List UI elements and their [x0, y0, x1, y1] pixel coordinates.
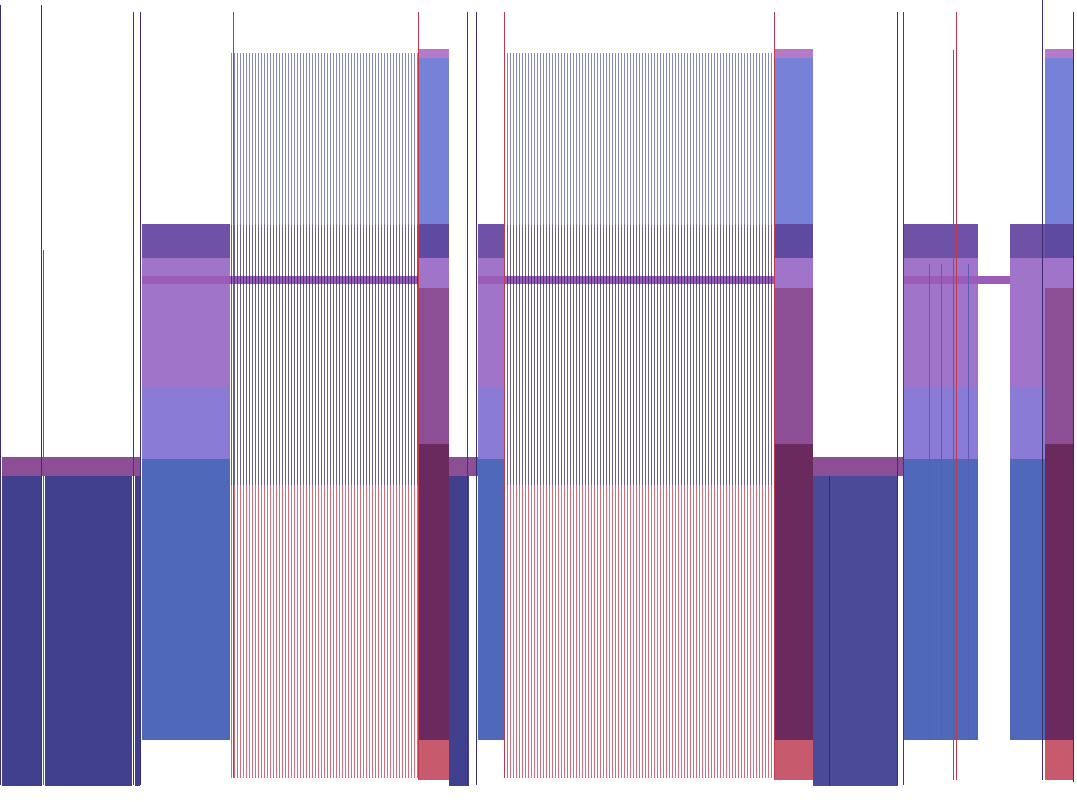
right-rose	[1045, 740, 1073, 780]
groupA-blue-lower	[142, 459, 230, 740]
groupB-hatch-mid	[504, 225, 774, 485]
right-vline-1	[1042, 0, 1043, 780]
gapA-plum-band	[449, 457, 478, 476]
groupC-dark-violet-top	[904, 224, 978, 258]
groupB-hatch-top	[504, 53, 774, 225]
groupC-vline-1	[929, 264, 930, 740]
gapB-vline-1	[829, 476, 830, 786]
left-thin-line-1	[41, 5, 42, 785]
groupB-right-violet	[774, 258, 813, 288]
groupC-vline-4	[956, 12, 957, 780]
groupB-right-darkviolet	[774, 224, 813, 258]
groupA-right-wine	[418, 444, 449, 740]
groupD-dark-violet-top	[1010, 224, 1045, 258]
groupB-vline	[504, 12, 505, 778]
right-vline-2	[1073, 12, 1074, 782]
groupC-vline-3	[953, 50, 954, 780]
gapB-plum-band	[813, 457, 904, 476]
groupC-vline-2	[941, 264, 942, 740]
groupA-right-plum	[418, 288, 449, 444]
groupB-right-lightblue	[774, 58, 813, 224]
groupB-right-cap	[774, 49, 813, 58]
groupA-right-rose	[418, 740, 449, 780]
gapB-navy-column	[813, 476, 898, 786]
left-thin-line-2	[43, 250, 44, 785]
groupA-right-darkviolet	[418, 224, 449, 258]
groupB-right-wine	[774, 444, 813, 740]
left-edge-line	[0, 5, 1, 785]
groupD-blue-lower	[1010, 459, 1045, 740]
right-wine	[1045, 444, 1073, 740]
groupA-right-cap	[418, 49, 449, 58]
groupB-hatch-low	[504, 485, 774, 778]
groupA-periwinkle	[142, 388, 230, 459]
groupB-dark-violet-top	[478, 224, 504, 258]
groupB-right-rose	[774, 740, 813, 780]
groupA-right-lightblue	[418, 58, 449, 224]
groupA-dark-violet-top	[142, 224, 230, 258]
gapA-vline-1	[467, 12, 468, 785]
gapA-vline-2	[476, 12, 477, 785]
groupA-right-violet	[418, 258, 449, 288]
groupB-right-vline	[774, 12, 775, 780]
groupA-vline	[233, 12, 234, 778]
gapB-vline-2	[897, 12, 898, 785]
left-navy-block	[2, 476, 140, 786]
left-thin-line-3	[133, 12, 134, 785]
right-plum	[1045, 288, 1073, 444]
groupA-hatch-mid	[231, 225, 418, 485]
groupD-violet	[1010, 258, 1045, 388]
gapA-navy-column	[449, 476, 469, 786]
groupA-hatch-top	[231, 53, 418, 225]
groupC-vline-5	[968, 264, 969, 740]
right-violet	[1045, 258, 1073, 288]
gapB-vline-3	[903, 12, 904, 785]
groupB-right-plum	[774, 288, 813, 444]
groupB-periwinkle	[478, 388, 504, 459]
groupC-violet-strip	[904, 276, 1044, 284]
groupD-periwinkle	[1010, 388, 1045, 459]
groupA-hatch-low	[231, 485, 418, 778]
groupA-right-vline	[418, 12, 419, 780]
right-cap	[1045, 49, 1073, 58]
groupB-blue-lower	[478, 459, 504, 740]
right-lightblue	[1045, 58, 1073, 224]
left-thin-line-4	[140, 12, 141, 785]
left-plum-band	[2, 457, 140, 476]
right-darkviolet	[1045, 224, 1073, 258]
